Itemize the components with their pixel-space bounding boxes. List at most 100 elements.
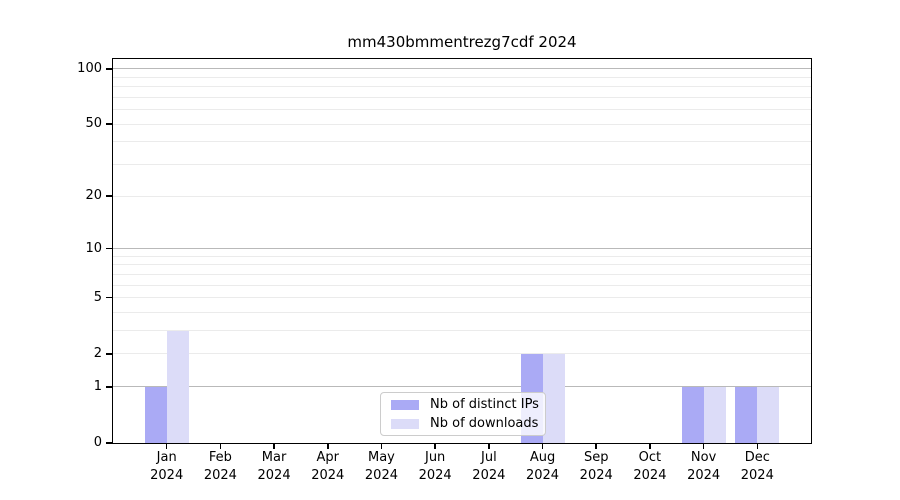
gridline-minor: [113, 141, 811, 143]
y-tick-label: 2: [93, 345, 102, 361]
x-tick-label: Oct 2024: [618, 449, 682, 485]
x-tick-label: Jul 2024: [457, 449, 521, 485]
plot-area: Nb of distinct IPs Nb of downloads: [112, 58, 812, 444]
legend-label-downloads: Nb of downloads: [430, 416, 539, 431]
legend-label-distinct-ips: Nb of distinct IPs: [430, 397, 539, 412]
x-tick-label: Apr 2024: [296, 449, 360, 485]
x-tick-month: Feb: [208, 450, 232, 465]
x-tick-mark: [380, 443, 383, 449]
x-tick-label: May 2024: [349, 449, 413, 485]
x-tick-year: 2024: [150, 468, 184, 483]
bar-downloads-aug: [542, 353, 565, 443]
y-tick-mark: [106, 123, 113, 125]
y-tick-label: 1: [93, 378, 102, 394]
y-tick-label: 100: [77, 60, 102, 76]
y-tick-mark: [106, 195, 113, 197]
bar-downloads-nov: [703, 386, 726, 443]
x-tick-year: 2024: [364, 468, 398, 483]
x-tick-month: Aug: [529, 450, 556, 465]
chart-title: mm430bmmentrezg7cdf 2024: [347, 33, 577, 51]
x-tick-year: 2024: [257, 468, 291, 483]
gridline-decade: [113, 386, 811, 388]
bar-distinct-ips-jan: [144, 386, 167, 443]
gridline-decade: [113, 68, 811, 70]
x-tick-year: 2024: [472, 468, 506, 483]
x-tick-month: Dec: [744, 450, 770, 465]
x-tick-month: May: [368, 450, 395, 465]
x-tick-mark: [219, 443, 222, 449]
x-tick-year: 2024: [687, 468, 721, 483]
y-tick-label: 5: [93, 289, 102, 305]
x-tick-year: 2024: [740, 468, 774, 483]
x-tick-month: Apr: [316, 450, 340, 465]
legend: Nb of distinct IPs Nb of downloads: [380, 392, 546, 436]
x-tick-year: 2024: [418, 468, 452, 483]
x-tick-month: Oct: [638, 450, 662, 465]
x-tick-label: Nov 2024: [672, 449, 736, 485]
x-tick-year: 2024: [203, 468, 237, 483]
y-tick-mark: [106, 353, 113, 355]
gridline-minor: [113, 312, 811, 313]
bar-downloads-dec: [757, 386, 780, 443]
legend-item-downloads: Nb of downloads: [388, 416, 538, 432]
x-tick-mark: [165, 443, 168, 449]
x-tick-month: Nov: [690, 450, 717, 465]
gridline-minor: [113, 330, 811, 332]
y-tick-label: 50: [85, 116, 102, 132]
y-tick-mark: [106, 442, 113, 444]
x-tick-month: Mar: [261, 450, 287, 465]
gridline-minor: [113, 76, 811, 78]
legend-swatch-distinct-ips: [391, 399, 419, 410]
gridline-minor: [113, 86, 811, 88]
bar-distinct-ips-nov: [681, 386, 704, 443]
y-tick-mark: [106, 386, 113, 388]
gridline-minor: [113, 264, 811, 266]
x-tick-label: Jun 2024: [403, 449, 467, 485]
x-tick-month: Sep: [583, 450, 609, 465]
x-tick-mark: [327, 443, 329, 449]
gridline-minor: [113, 109, 811, 111]
gridline-major: [113, 123, 811, 125]
gridline-major: [113, 353, 811, 355]
x-tick-mark: [756, 443, 759, 449]
bar-downloads-jan: [166, 330, 189, 443]
y-tick-label: 20: [85, 188, 102, 204]
x-tick-label: Feb 2024: [188, 449, 252, 485]
gridline-decade: [113, 248, 811, 250]
y-tick-mark: [106, 296, 113, 299]
legend-item-distinct-ips: Nb of distinct IPs: [388, 397, 539, 413]
x-tick-mark: [488, 443, 490, 449]
x-tick-year: 2024: [311, 468, 345, 483]
x-tick-year: 2024: [525, 468, 560, 483]
gridline-major: [113, 195, 811, 197]
y-tick-mark: [106, 68, 113, 70]
bar-distinct-ips-dec: [735, 386, 758, 443]
gridline-minor: [113, 284, 811, 286]
x-tick-mark: [595, 443, 597, 449]
x-tick-year: 2024: [579, 468, 613, 483]
y-tick-label: 10: [85, 240, 102, 256]
y-tick-label: 0: [93, 435, 102, 450]
x-tick-month: Jun: [424, 450, 446, 465]
x-tick-month: Jan: [156, 450, 177, 465]
gridline-major: [113, 297, 811, 299]
x-tick-month: Jul: [481, 450, 497, 465]
x-tick-label: Aug 2024: [511, 449, 575, 485]
gridline-minor: [113, 96, 811, 98]
x-tick-label: Jan 2024: [135, 449, 199, 485]
x-tick-label: Sep 2024: [564, 449, 628, 485]
x-tick-mark: [273, 443, 275, 449]
gridline-minor: [113, 255, 811, 257]
gridline-minor: [113, 273, 811, 275]
y-tick-mark: [106, 247, 113, 250]
x-tick-label: Mar 2024: [242, 449, 306, 485]
x-tick-year: 2024: [633, 468, 667, 483]
legend-swatch-downloads: [391, 418, 419, 429]
x-tick-mark: [541, 443, 544, 449]
x-tick-mark: [434, 443, 436, 449]
x-tick-label: Dec 2024: [725, 449, 789, 485]
x-tick-mark: [649, 443, 651, 449]
gridline-minor: [113, 164, 811, 166]
x-tick-mark: [702, 443, 705, 449]
